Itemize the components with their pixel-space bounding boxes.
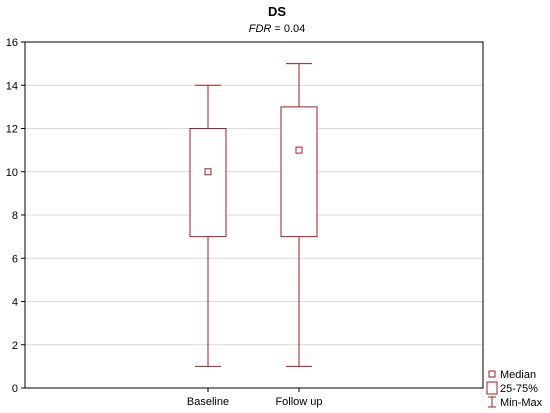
- grid-lines: [25, 84, 483, 346]
- y-tick-label: 0: [12, 383, 18, 395]
- legend-item-min-max: Min-Max: [488, 396, 543, 409]
- box-follow-up: [280, 63, 318, 367]
- box-iqr: [189, 128, 227, 238]
- legend-box-symbol: [486, 381, 498, 395]
- y-tick-label: 2: [12, 340, 18, 352]
- y-axis: 0 2 4 6 8 10 12 14 16: [6, 37, 25, 395]
- legend-label: Median: [500, 369, 536, 381]
- legend-whisker-symbol: [488, 396, 496, 408]
- median-marker: [204, 168, 212, 176]
- y-tick-label: 6: [12, 253, 18, 265]
- y-tick-label: 8: [12, 210, 18, 222]
- y-tick-label: 10: [6, 167, 18, 179]
- median-marker: [295, 146, 303, 154]
- y-tick-label: 14: [6, 80, 18, 92]
- chart-subtitle: FDR = 0.04: [249, 23, 306, 35]
- legend-item-25-75-: 25-75%: [486, 381, 538, 395]
- y-tick-label: 12: [6, 124, 18, 136]
- box-baseline: [189, 84, 227, 367]
- boxes: [189, 63, 318, 367]
- subtitle-prefix: FDR: [249, 23, 272, 35]
- box-iqr: [280, 106, 318, 238]
- x-tick-label: Baseline: [187, 396, 229, 408]
- legend-label: 25-75%: [500, 383, 538, 395]
- legend-item-median: Median: [488, 369, 536, 381]
- x-tick-label: Follow up: [275, 396, 322, 408]
- legend-label: Min-Max: [500, 397, 543, 409]
- legend-median-symbol: [488, 370, 496, 378]
- chart-title: DS: [268, 4, 286, 19]
- x-axis: Baseline Follow up: [187, 388, 323, 408]
- legend: Median 25-75% Min-Max: [486, 369, 543, 409]
- y-tick-label: 4: [12, 297, 18, 309]
- y-tick-label: 16: [6, 37, 18, 49]
- subtitle-suffix: = 0.04: [271, 23, 305, 35]
